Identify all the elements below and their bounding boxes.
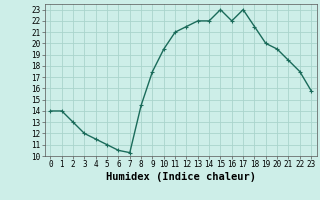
X-axis label: Humidex (Indice chaleur): Humidex (Indice chaleur) <box>106 172 256 182</box>
